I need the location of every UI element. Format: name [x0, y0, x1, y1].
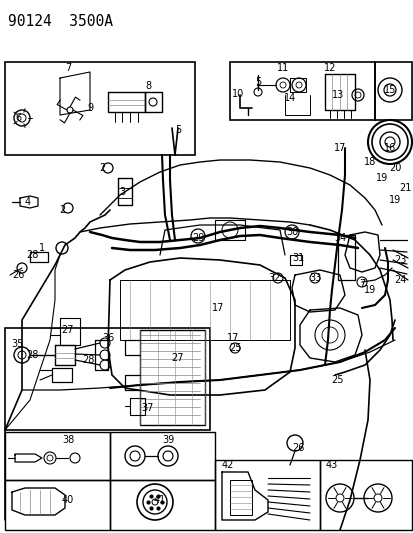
Bar [319, 460, 411, 530]
Text: 12: 12 [323, 63, 335, 73]
Text: 10: 10 [231, 89, 244, 99]
Bar [230, 62, 374, 120]
Text: 33: 33 [308, 273, 320, 283]
Text: 37: 37 [142, 403, 154, 413]
Text: 43: 43 [325, 460, 337, 470]
Text: 1: 1 [39, 243, 45, 253]
Text: 2: 2 [59, 205, 65, 215]
Text: 26: 26 [12, 270, 24, 280]
Text: 30: 30 [285, 227, 297, 237]
Text: 19: 19 [375, 173, 387, 183]
Bar [214, 460, 319, 530]
Text: 16: 16 [383, 143, 395, 153]
Text: 90124  3500A: 90124 3500A [8, 14, 113, 29]
Text: 4: 4 [25, 197, 31, 207]
Text: 17: 17 [333, 143, 345, 153]
Text: 23: 23 [393, 255, 405, 265]
Text: 27: 27 [62, 325, 74, 335]
Text: 32: 32 [268, 273, 280, 283]
Text: 28: 28 [26, 350, 38, 360]
Text: 40: 40 [62, 495, 74, 505]
Bar [5, 62, 195, 155]
Text: 38: 38 [62, 435, 74, 445]
Text: 14: 14 [283, 93, 295, 103]
Text: 25: 25 [229, 343, 242, 353]
Bar [374, 62, 411, 120]
Text: 29: 29 [191, 233, 204, 243]
Text: 31: 31 [291, 253, 304, 263]
Text: 25: 25 [331, 375, 344, 385]
Text: 5: 5 [254, 77, 261, 87]
Text: 7: 7 [358, 279, 364, 289]
Text: 3: 3 [119, 187, 125, 197]
Text: 9: 9 [87, 103, 93, 113]
Text: 6: 6 [15, 113, 21, 123]
Text: 27: 27 [171, 353, 184, 363]
Bar [5, 328, 209, 430]
Text: 7: 7 [65, 63, 71, 73]
Bar [110, 480, 214, 530]
Text: 15: 15 [383, 85, 395, 95]
Text: 26: 26 [291, 443, 304, 453]
Text: 41: 41 [154, 495, 166, 505]
Bar [5, 480, 110, 530]
Text: 13: 13 [331, 90, 343, 100]
Text: 8: 8 [145, 81, 151, 91]
Bar [110, 432, 214, 480]
Text: 24: 24 [393, 275, 405, 285]
Text: 17: 17 [226, 333, 239, 343]
Text: 20: 20 [388, 163, 400, 173]
Text: 42: 42 [221, 460, 234, 470]
Text: 34: 34 [333, 233, 345, 243]
Bar [5, 432, 110, 480]
Text: 11: 11 [276, 63, 288, 73]
Text: 5: 5 [174, 125, 181, 135]
Text: 21: 21 [398, 183, 410, 193]
Text: 36: 36 [102, 333, 114, 343]
Text: 28: 28 [82, 355, 94, 365]
Text: 39: 39 [161, 435, 174, 445]
Text: 19: 19 [388, 195, 400, 205]
Text: 35: 35 [12, 339, 24, 349]
Text: 19: 19 [363, 285, 375, 295]
Text: 17: 17 [211, 303, 224, 313]
Text: 28: 28 [26, 250, 38, 260]
Text: 2: 2 [99, 163, 105, 173]
Text: 18: 18 [363, 157, 375, 167]
